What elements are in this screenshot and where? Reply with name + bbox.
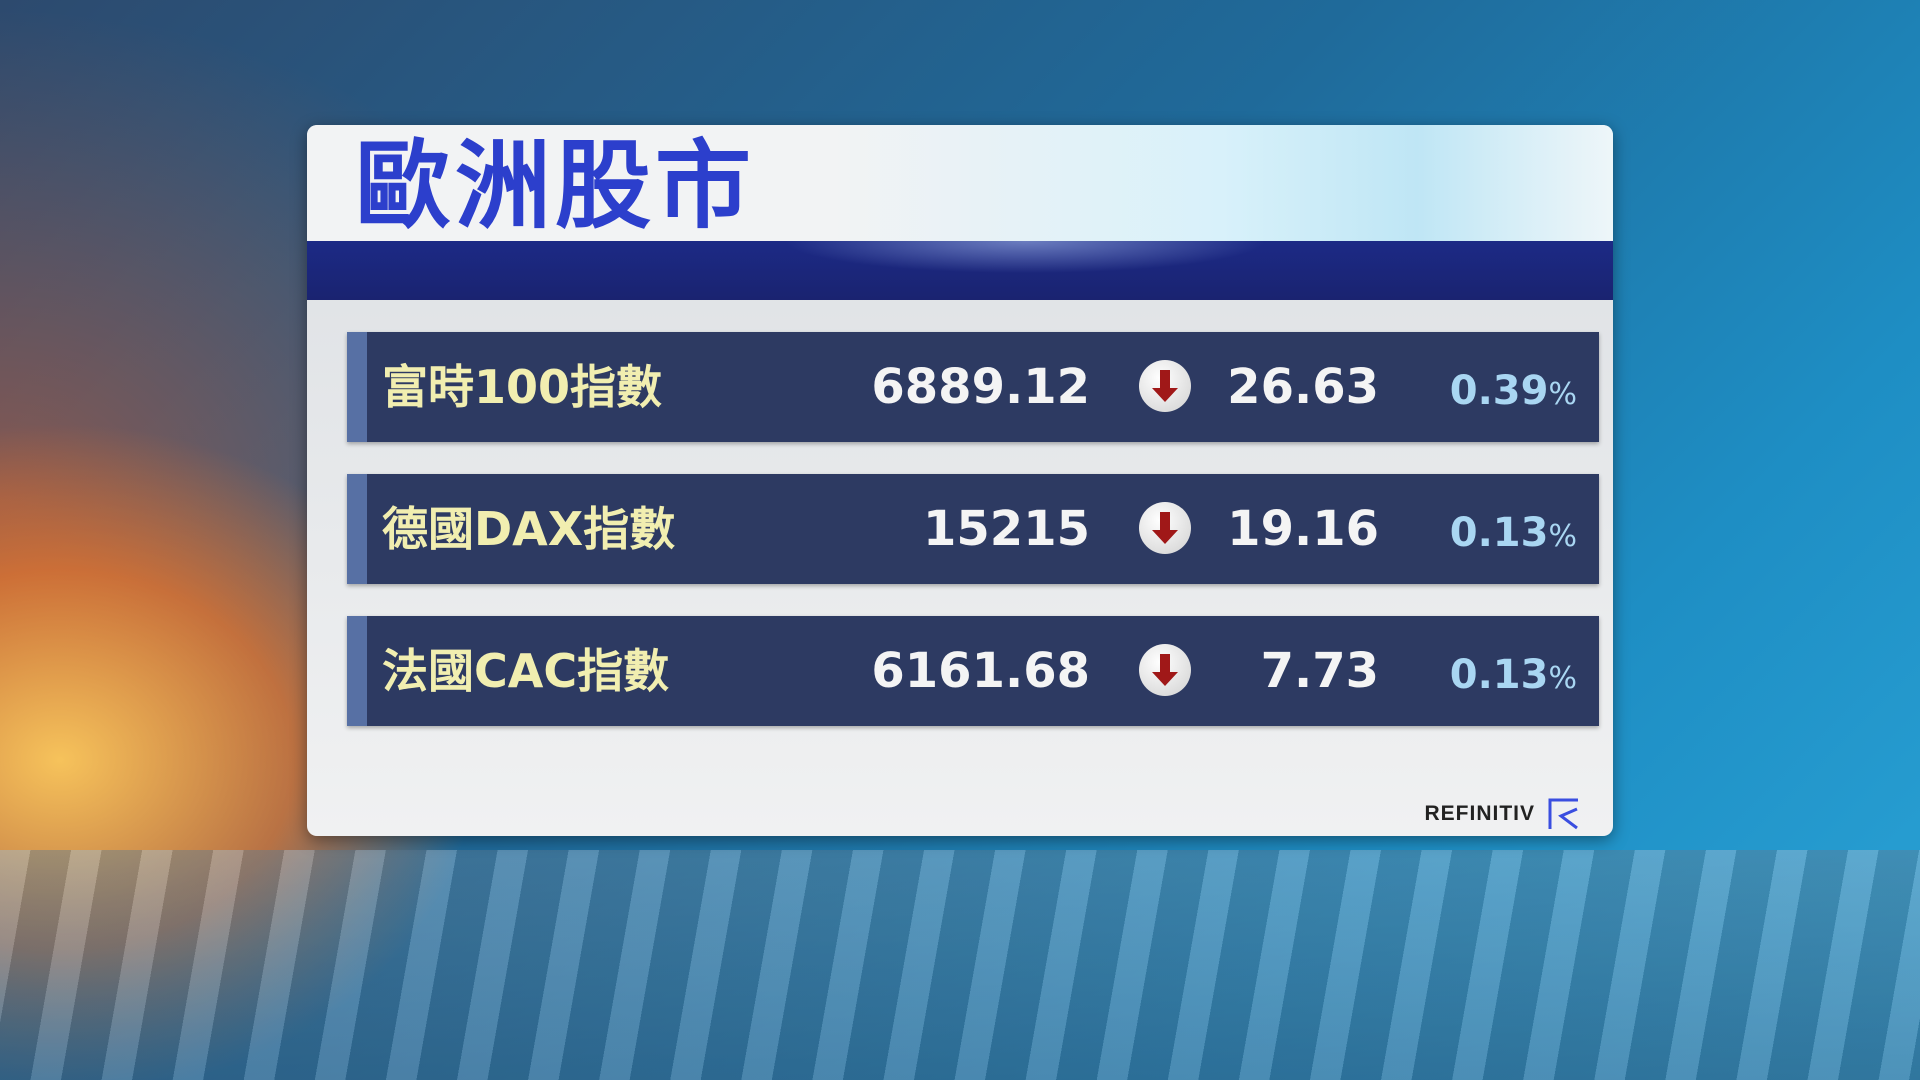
index-name: 富時100指數 xyxy=(382,360,663,414)
background-floor xyxy=(0,850,1920,1080)
index-percent: 0.13% xyxy=(1449,652,1577,698)
source-label: REFINITIV xyxy=(1424,802,1535,825)
down-arrow-icon xyxy=(1139,644,1191,696)
index-percent: 0.13% xyxy=(1449,510,1577,556)
index-change: 7.73 xyxy=(1260,643,1379,699)
index-name: 德國DAX指數 xyxy=(382,502,676,556)
market-panel: 歐洲股市 富時100指數 6889.12 26.63 0.39% 德國DAX指數… xyxy=(307,125,1613,836)
index-percent: 0.39% xyxy=(1449,368,1577,414)
row-accent xyxy=(347,332,367,442)
refinitiv-logo-icon xyxy=(1548,798,1578,830)
index-row-dax: 德國DAX指數 15215 19.16 0.13% xyxy=(347,474,1599,584)
index-name: 法國CAC指數 xyxy=(382,644,670,698)
row-accent xyxy=(347,474,367,584)
down-arrow-icon xyxy=(1139,360,1191,412)
index-row-cac: 法國CAC指數 6161.68 7.73 0.13% xyxy=(347,616,1599,726)
row-accent xyxy=(347,616,367,726)
index-value: 15215 xyxy=(923,501,1090,557)
panel-title: 歐洲股市 xyxy=(355,130,755,242)
down-arrow-icon xyxy=(1139,502,1191,554)
title-band: 歐洲股市 xyxy=(307,125,1613,241)
index-change: 26.63 xyxy=(1227,359,1379,415)
source-logo: REFINITIV xyxy=(1424,797,1581,831)
index-value: 6889.12 xyxy=(871,359,1090,415)
header-band xyxy=(307,241,1613,300)
index-value: 6161.68 xyxy=(871,643,1090,699)
index-change: 19.16 xyxy=(1227,501,1379,557)
index-row-ftse: 富時100指數 6889.12 26.63 0.39% xyxy=(347,332,1599,442)
